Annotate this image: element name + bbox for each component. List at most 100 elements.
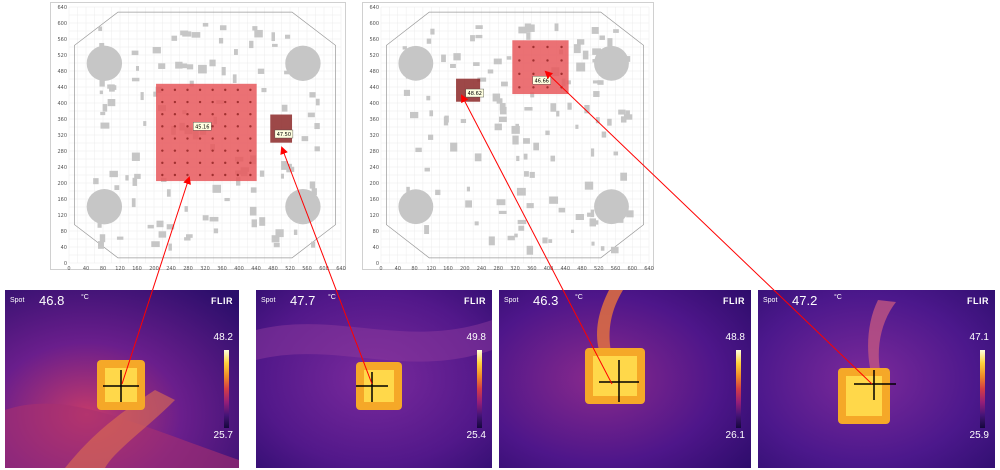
x-tick-label: 0 <box>67 266 70 271</box>
y-tick-label: 240 <box>57 165 67 171</box>
y-tick-label: 400 <box>369 101 379 107</box>
thermal-image-3: Spot 46.3 °C FLIR 48.8 26.1 <box>499 290 751 468</box>
spot-temperature: 47.7 <box>290 293 316 308</box>
x-tick-label: 480 <box>577 266 587 271</box>
y-tick-label: 0 <box>64 261 67 267</box>
y-tick-label: 640 <box>369 5 379 11</box>
mounting-hole <box>86 45 123 81</box>
flir-logo: FLIR <box>723 296 745 306</box>
color-scale-bar <box>736 350 741 428</box>
x-tick-label: 120 <box>426 266 436 271</box>
y-tick-label: 160 <box>57 197 67 203</box>
scale-min: 25.4 <box>466 430 486 441</box>
layout-plot-left: 45.16 47.50 640 600 560 520 480 440 400 360 320 280… <box>50 2 346 271</box>
hotspot-temperature: 45.16 <box>195 125 209 131</box>
y-tick-label: 200 <box>369 181 379 187</box>
thermal-background <box>499 290 751 468</box>
thermal-background <box>5 290 239 468</box>
spot-temperature: 46.8 <box>39 293 65 308</box>
color-scale-bar <box>980 350 985 428</box>
mounting-hole <box>285 45 321 81</box>
layout-plot-left-svg: 45.1647.50640600560520480440400360320280… <box>57 5 345 271</box>
y-tick-label: 640 <box>57 5 67 11</box>
hotspot-large <box>156 83 257 182</box>
y-tick-label: 120 <box>369 213 379 219</box>
x-tick-label: 520 <box>594 266 604 271</box>
mounting-hole <box>398 189 434 225</box>
scale-max: 49.8 <box>466 332 486 343</box>
y-tick-label: 360 <box>57 117 67 123</box>
y-tick-label: 440 <box>369 85 379 91</box>
x-tick-label: 320 <box>510 266 520 271</box>
y-tick-label: 400 <box>57 101 67 107</box>
scale-min: 26.1 <box>725 430 745 441</box>
flir-logo: FLIR <box>967 296 989 306</box>
scale-min: 25.7 <box>213 430 233 441</box>
y-tick-label: 520 <box>369 53 379 59</box>
hotspot-temperature: 47.50 <box>277 132 291 138</box>
x-tick-label: 160 <box>132 266 142 271</box>
x-tick-label: 40 <box>395 266 401 271</box>
mounting-hole <box>594 189 629 225</box>
x-tick-label: 480 <box>268 266 278 271</box>
scale-max: 47.1 <box>969 332 989 343</box>
y-tick-label: 360 <box>369 117 379 123</box>
x-tick-label: 80 <box>100 266 106 271</box>
x-tick-label: 280 <box>493 266 503 271</box>
y-tick-label: 520 <box>57 53 67 59</box>
x-tick-label: 560 <box>611 266 621 271</box>
color-scale-bar <box>224 350 229 428</box>
x-tick-label: 240 <box>477 266 487 271</box>
spot-label: Spot <box>10 297 25 304</box>
y-tick-label: 600 <box>57 21 67 27</box>
y-tick-label: 320 <box>369 133 379 139</box>
hotspot-temperature: 48.62 <box>468 91 482 97</box>
x-tick-label: 600 <box>319 266 329 271</box>
y-tick-label: 280 <box>369 149 379 155</box>
scale-max: 48.8 <box>725 332 745 343</box>
scale-min: 25.9 <box>969 430 989 441</box>
layout-plot-right-svg: 48.6246.66640600560520480440400360320280… <box>369 5 653 271</box>
y-tick-label: 280 <box>57 149 67 155</box>
spot-label: Spot <box>504 297 519 304</box>
layout-plot-right: 48.62 46.66 640 600 560 520 480 440 400 360 320 280… <box>362 2 654 271</box>
x-tick-label: 400 <box>234 266 244 271</box>
mounting-hole <box>86 189 123 225</box>
thermal-image-2: Spot 47.7 °C FLIR 49.8 25.4 <box>256 290 492 468</box>
flir-logo: FLIR <box>464 296 486 306</box>
x-tick-label: 360 <box>217 266 227 271</box>
x-tick-label: 600 <box>627 266 637 271</box>
x-tick-label: 320 <box>200 266 210 271</box>
y-tick-label: 480 <box>57 69 67 75</box>
x-tick-label: 240 <box>166 266 176 271</box>
unit-label: °C <box>81 294 89 301</box>
hotspot-temperature: 46.66 <box>535 78 549 84</box>
x-tick-label: 400 <box>544 266 554 271</box>
flir-logo: FLIR <box>211 296 233 306</box>
x-tick-label: 120 <box>115 266 125 271</box>
y-tick-label: 480 <box>369 69 379 75</box>
hotspot-tag-box <box>193 122 212 131</box>
x-tick-label: 440 <box>560 266 570 271</box>
spot-temperature: 46.3 <box>533 293 559 308</box>
y-tick-label: 320 <box>57 133 67 139</box>
y-tick-label: 40 <box>373 245 379 251</box>
thermal-image-4: Spot 47.2 °C FLIR 47.1 25.9 <box>758 290 995 468</box>
thermal-background <box>256 290 492 468</box>
y-tick-label: 0 <box>376 261 379 267</box>
color-scale-bar <box>477 350 482 428</box>
unit-label: °C <box>328 294 336 301</box>
spot-temperature: 47.2 <box>792 293 818 308</box>
thermal-background <box>758 290 995 468</box>
unit-label: °C <box>834 294 842 301</box>
thermal-image-1: Spot 46.8 °C FLIR 48.2 25.7 <box>5 290 239 468</box>
x-tick-label: 80 <box>411 266 417 271</box>
y-tick-label: 160 <box>369 197 379 203</box>
x-tick-label: 40 <box>83 266 89 271</box>
hotspot-small <box>270 114 293 143</box>
y-tick-label: 120 <box>57 213 67 219</box>
y-tick-label: 240 <box>369 165 379 171</box>
spot-label: Spot <box>763 297 778 304</box>
x-tick-label: 520 <box>285 266 295 271</box>
y-tick-label: 40 <box>61 245 67 251</box>
